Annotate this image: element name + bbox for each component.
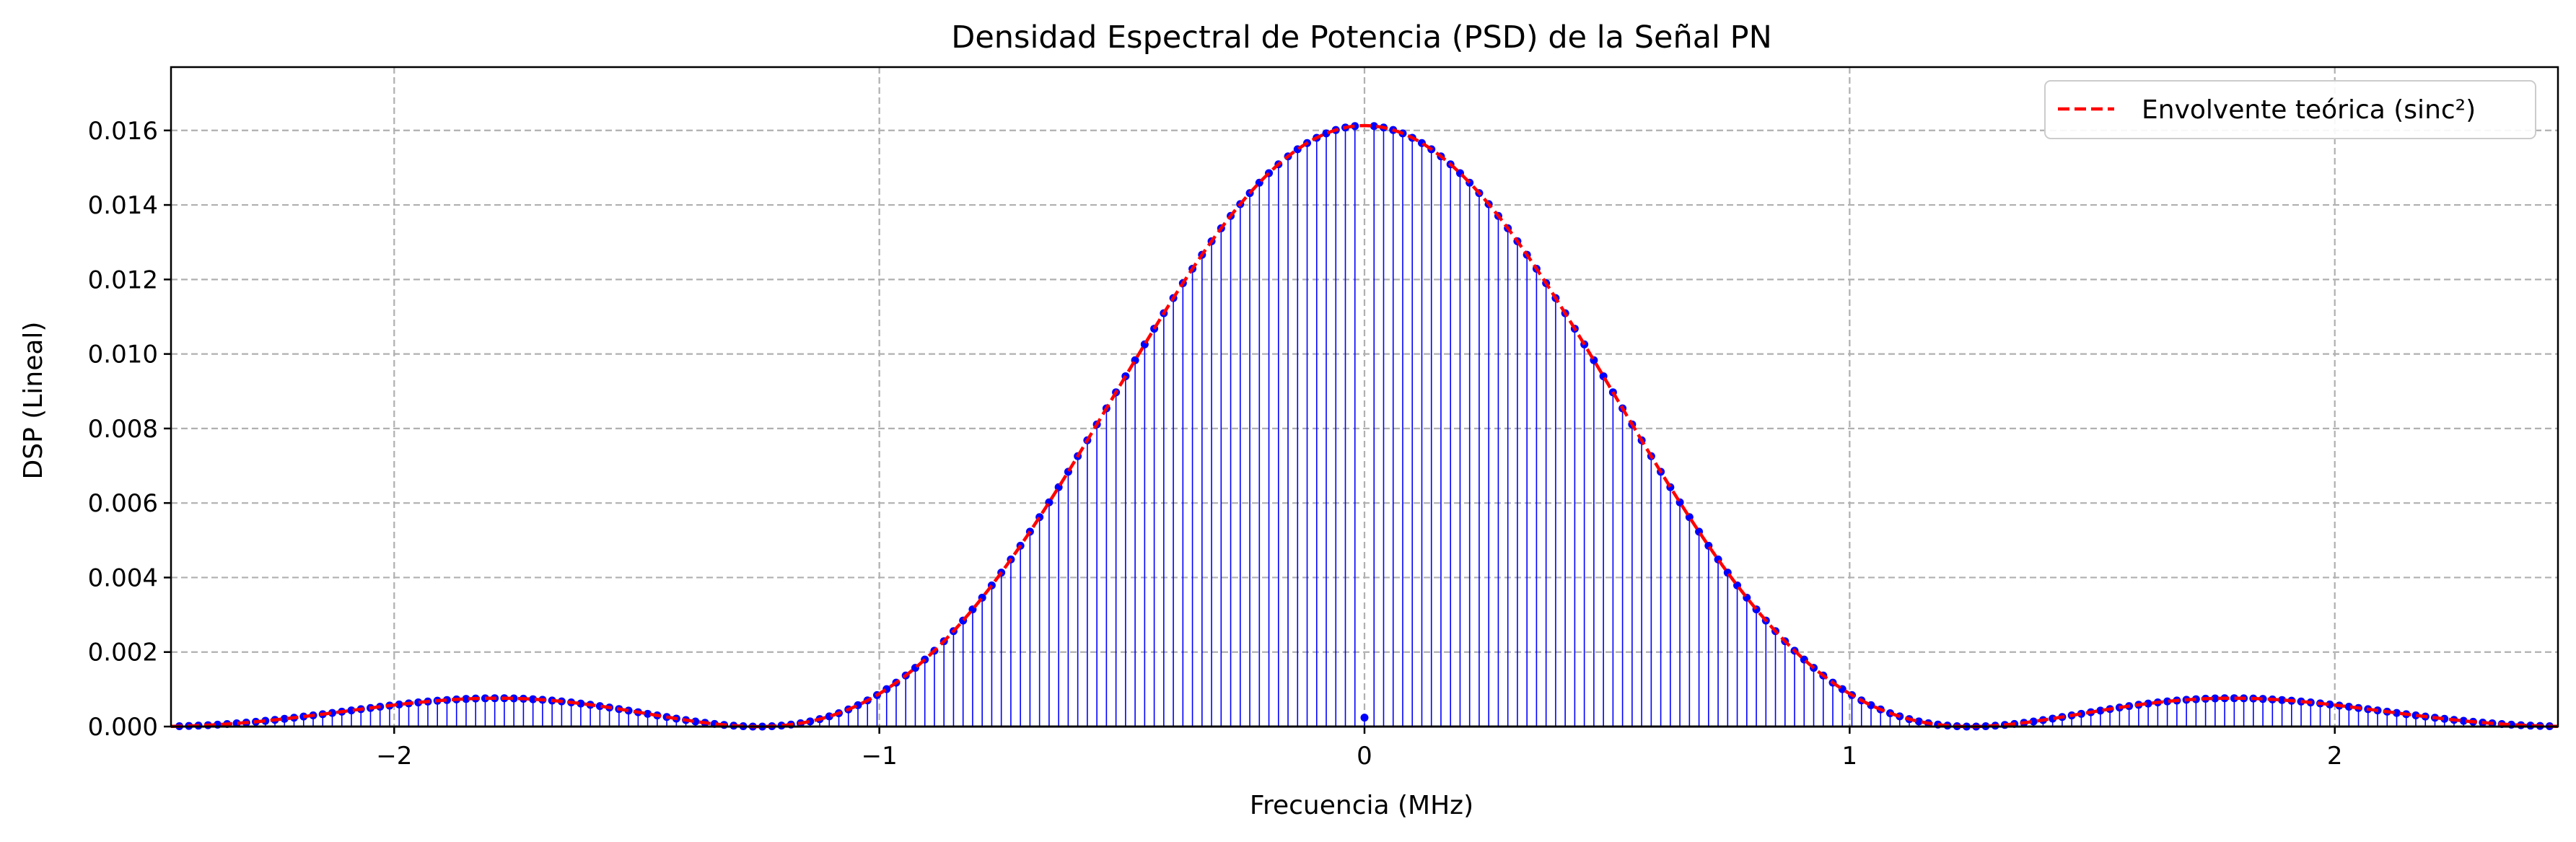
stem-marker — [1360, 714, 1369, 722]
stem-marker — [644, 709, 652, 718]
y-tick-label: 0.014 — [88, 191, 158, 220]
stem-marker — [2144, 699, 2152, 708]
stem-marker — [328, 709, 336, 717]
x-axis: −2 −1 0 1 2 — [376, 727, 2343, 771]
y-tick-label: 0.016 — [88, 117, 158, 146]
stem-marker — [2096, 706, 2105, 715]
stem-marker — [2326, 700, 2334, 709]
stem-marker — [577, 699, 585, 708]
stem-marker — [691, 717, 700, 726]
stem-lines — [178, 126, 2551, 727]
stem-marker — [347, 706, 356, 715]
chart-title: Densidad Espectral de Potencia (PSD) de … — [951, 19, 1772, 56]
stem-marker — [2411, 711, 2420, 720]
x-tick-label: 0 — [1357, 742, 1372, 771]
stem-marker — [509, 694, 518, 703]
stem-marker — [2344, 703, 2353, 711]
legend-box — [2044, 80, 2536, 139]
stem-marker — [2077, 709, 2085, 718]
stem-marker — [2278, 696, 2287, 704]
stem-marker — [414, 698, 423, 707]
x-tick-label: −1 — [862, 742, 898, 771]
stem-marker — [2049, 714, 2057, 723]
stem-marker — [232, 719, 241, 728]
stem-marker — [1351, 122, 1359, 131]
stem-marker — [462, 695, 470, 703]
stem-marker — [595, 702, 604, 711]
x-tick-label: 1 — [1842, 742, 1858, 771]
stem-marker — [1370, 122, 1378, 131]
stem-marker — [261, 716, 270, 725]
envelope-line — [170, 123, 2559, 729]
stem-marker — [2230, 694, 2238, 703]
x-tick-label: −2 — [376, 742, 412, 771]
y-tick-label: 0.004 — [88, 563, 158, 592]
y-tick-label: 0.008 — [88, 415, 158, 444]
stem-marker — [442, 696, 451, 704]
x-axis-label: Frecuencia (MHz) — [1250, 791, 1473, 820]
stem-marker — [529, 695, 538, 703]
legend-envelope-label: Envolvente teórica (sinc²) — [2142, 95, 2476, 125]
y-axis: 0.000 0.002 0.004 0.006 0.008 0.010 0.012 0.014… — [88, 117, 171, 742]
y-tick-label: 0.010 — [88, 341, 158, 369]
stem-marker — [1914, 717, 1923, 726]
y-tick-label: 0.002 — [88, 639, 158, 667]
stem-marker — [2440, 714, 2449, 723]
y-tick-label: 0.012 — [88, 266, 158, 294]
stem-marker — [2459, 716, 2468, 725]
legend: Envolvente teórica (sinc²) — [2044, 80, 2536, 139]
y-axis-label: DSP (Lineal) — [19, 322, 48, 480]
stem-marker — [2211, 694, 2220, 703]
stem-marker — [280, 714, 289, 723]
y-tick-label: 0.006 — [88, 489, 158, 518]
stem-marker — [395, 700, 403, 709]
stem-marker — [2259, 695, 2267, 703]
stem-marker — [2163, 697, 2172, 706]
stem-marker — [624, 706, 633, 715]
y-tick-label: 0.000 — [88, 713, 158, 742]
stem-marker — [2393, 709, 2401, 717]
x-tick-label: 2 — [2327, 742, 2343, 771]
stem-marker — [2029, 717, 2038, 726]
